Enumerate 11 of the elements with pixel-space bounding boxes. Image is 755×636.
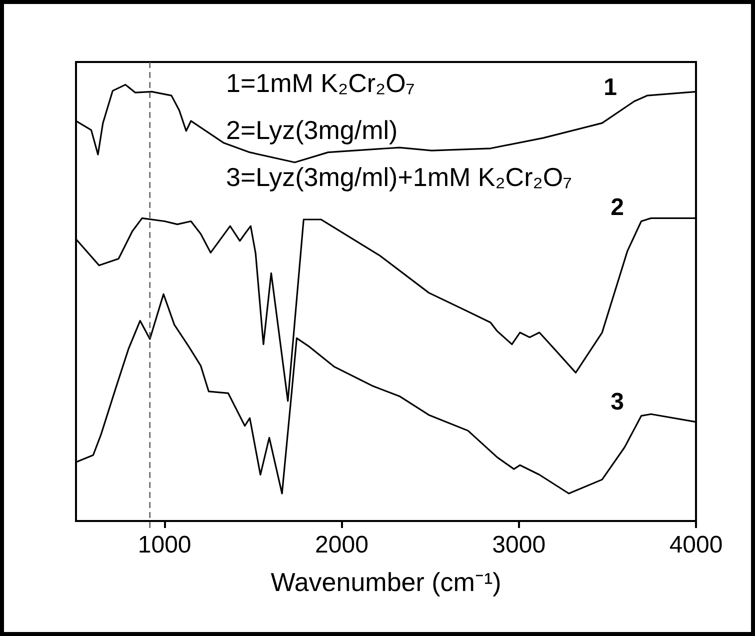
x-tick-label: 2000 <box>315 532 368 558</box>
series-label: 2 <box>610 194 624 221</box>
annotation: 3=Lyz(3mg/ml)+1mM K₂Cr₂O₇ <box>226 162 572 192</box>
annotation: 1=1mM K₂Cr₂O₇ <box>226 68 415 98</box>
x-axis-title: Wavenumber (cm⁻¹) <box>270 567 502 597</box>
annotation: 2=Lyz(3mg/ml) <box>226 115 398 145</box>
series-label: 1 <box>604 74 618 101</box>
x-tick-label: 1000 <box>138 532 192 558</box>
x-tick-label: 3000 <box>492 532 546 558</box>
series-label: 3 <box>610 388 624 416</box>
x-tick-label: 4000 <box>669 532 723 558</box>
